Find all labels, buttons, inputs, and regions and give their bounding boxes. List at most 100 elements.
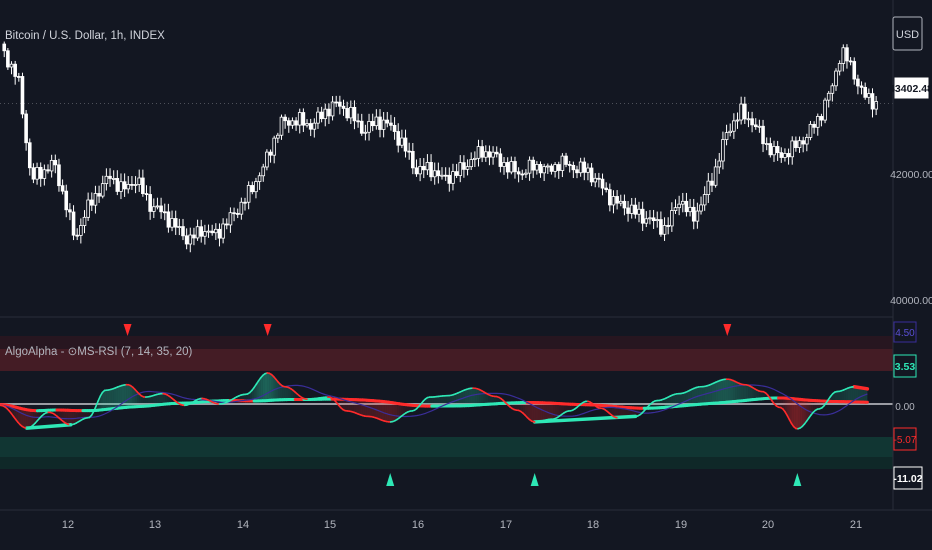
osc-fill-segment <box>405 404 408 413</box>
candle-body <box>743 103 747 120</box>
candle-body <box>706 180 711 195</box>
candle-body <box>651 217 656 222</box>
candle-body <box>615 196 619 204</box>
osc-fill-segment <box>65 410 68 425</box>
osc-fill-segment <box>843 389 846 402</box>
osc-fill-segment <box>104 390 107 410</box>
candle-body <box>276 134 280 139</box>
time-tick-label: 13 <box>149 519 161 531</box>
osc-fill-segment <box>271 374 274 401</box>
osc-fill-segment <box>540 402 543 422</box>
osc-fill-segment <box>672 394 675 407</box>
osc-fill-segment <box>394 403 398 421</box>
osc-fill-segment <box>529 402 532 422</box>
currency-button-box[interactable] <box>892 16 923 51</box>
osc-fill-segment <box>548 403 552 420</box>
candle-body <box>531 159 536 171</box>
candle-body <box>243 201 247 204</box>
osc-fill-segment <box>524 402 528 418</box>
osc-fill-segment <box>830 393 833 402</box>
osc-fill-segment <box>481 390 484 405</box>
currency-button[interactable]: USD <box>892 16 923 51</box>
osc-fill-segment <box>746 384 749 401</box>
candle-body <box>130 184 134 186</box>
osc-fill-segment <box>353 399 356 414</box>
candle-body <box>363 131 368 134</box>
candle-body <box>549 165 554 172</box>
osc-fill-segment <box>691 388 695 405</box>
candle-body <box>100 183 105 197</box>
osc-fill-segment <box>726 379 729 403</box>
candle-body <box>476 146 481 159</box>
candle-body <box>524 172 528 175</box>
candle-body <box>374 116 379 127</box>
candle-body <box>217 228 222 239</box>
candle-body <box>24 113 28 144</box>
indicator-title[interactable]: AlgoAlpha - ⊙MS-RSI (7, 14, 35, 20) <box>5 346 193 358</box>
osc-fill-segment <box>514 402 517 411</box>
osc-fill-segment <box>564 403 567 413</box>
candle-body <box>312 122 317 130</box>
ind-badge-bull: 3.53 <box>893 354 917 378</box>
osc-fill-segment <box>124 384 127 408</box>
osc-fill-segment <box>665 397 669 408</box>
candle-body <box>126 184 131 190</box>
candle-body <box>469 159 473 168</box>
osc-fill-segment <box>455 393 458 406</box>
candle-body <box>593 177 598 183</box>
candle-body <box>338 101 342 107</box>
osc-fill-segment <box>431 396 434 407</box>
candlestick-series <box>0 41 893 253</box>
price-axis[interactable]: 43402.48 42000.00 40000.00 <box>889 76 932 307</box>
osc-fill-segment <box>381 401 385 421</box>
osc-fill-segment <box>748 385 751 401</box>
candle-body <box>859 85 864 88</box>
osc-fill-segment <box>163 393 166 405</box>
candle-body <box>290 120 295 126</box>
candle-body <box>414 167 419 175</box>
candle-body <box>188 234 193 245</box>
osc-fill-segment <box>741 384 744 401</box>
osc-fill-segment <box>722 379 725 403</box>
osc-fill-segment <box>555 403 558 419</box>
osc-fill-segment <box>798 399 801 429</box>
candle-body <box>224 223 229 226</box>
osc-fill-segment <box>466 388 469 406</box>
osc-fill-segment <box>442 395 445 407</box>
candle-body <box>567 164 572 166</box>
ind-badge-upper: 4.50 <box>893 321 917 343</box>
osc-fill-segment <box>63 410 66 424</box>
price-pane[interactable] <box>0 41 893 253</box>
osc-fill-segment <box>730 379 734 402</box>
candle-body <box>790 140 795 158</box>
candle-body <box>473 157 477 160</box>
osc-fill-segment <box>137 391 140 407</box>
osc-fill-segment <box>364 400 367 417</box>
indicator-axis[interactable]: 4.50 3.53 0.00 -5.07 -11.02 <box>893 321 923 490</box>
indicator-pane[interactable] <box>0 324 893 486</box>
candle-body <box>133 184 138 186</box>
osc-fill-segment <box>847 387 851 402</box>
candle-body <box>710 180 714 186</box>
osc-fill-segment <box>106 389 109 410</box>
osc-fill-segment <box>128 384 131 408</box>
candle-body <box>841 47 846 64</box>
osc-fill-segment <box>674 393 677 407</box>
candle-body <box>786 153 791 158</box>
candle-body <box>232 212 236 215</box>
osc-fill-segment <box>531 402 534 422</box>
candle-body <box>848 60 853 63</box>
osc-fill-segment <box>358 399 361 415</box>
osc-fill-segment <box>546 402 549 420</box>
currency-button-label[interactable]: USD <box>896 29 919 41</box>
osc-fill-segment <box>570 404 573 411</box>
osc-fill-segment <box>119 385 122 408</box>
osc-fill-segment <box>808 400 812 418</box>
time-axis[interactable]: 12 13 14 15 16 17 18 19 20 21 <box>62 519 862 531</box>
candle-body <box>214 228 218 234</box>
time-tick-label: 17 <box>500 519 512 531</box>
candle-body <box>509 161 514 173</box>
osc-fill-segment <box>778 398 781 408</box>
candle-body <box>297 112 302 126</box>
